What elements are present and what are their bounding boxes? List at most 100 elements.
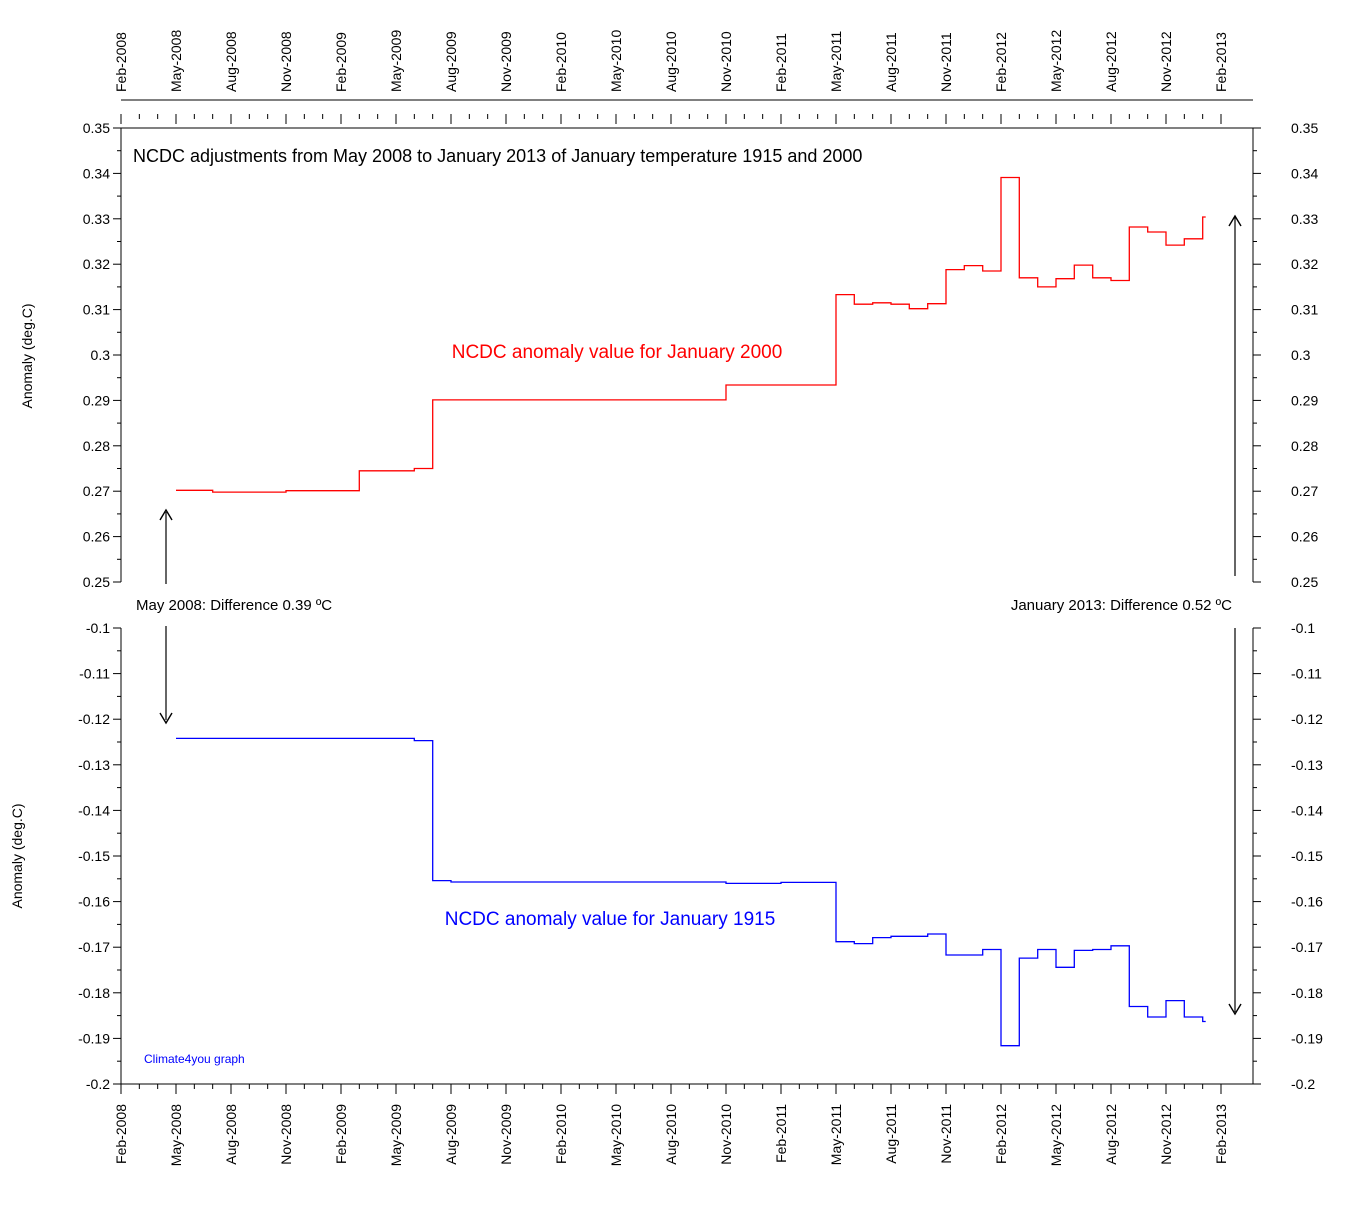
x-tick-label: May-2009 bbox=[388, 30, 404, 92]
x-tick-label: Feb-2011 bbox=[773, 1104, 789, 1163]
y-tick-label-right: 0.34 bbox=[1291, 165, 1318, 181]
y-tick-label-right: -0.18 bbox=[1291, 985, 1323, 1001]
x-tick-label: Nov-2009 bbox=[498, 1104, 514, 1165]
x-tick-label: Nov-2008 bbox=[278, 1104, 294, 1165]
y-tick-label-right: 0.33 bbox=[1291, 211, 1318, 227]
x-tick-label: Nov-2012 bbox=[1158, 1104, 1174, 1165]
y-tick-label-right: 0.3 bbox=[1291, 347, 1311, 363]
y-tick-label-left: 0.33 bbox=[83, 211, 110, 227]
y-tick-label-left: 0.26 bbox=[83, 529, 110, 545]
y-tick-label-left: 0.32 bbox=[83, 256, 110, 272]
x-tick-label: Aug-2008 bbox=[223, 31, 239, 92]
y-tick-label-right: -0.11 bbox=[1291, 666, 1322, 682]
x-tick-label: Feb-2013 bbox=[1213, 1104, 1229, 1164]
x-tick-label: Feb-2012 bbox=[993, 32, 1009, 92]
x-tick-label: Nov-2010 bbox=[718, 31, 734, 92]
y-tick-label-left: -0.15 bbox=[78, 848, 110, 864]
x-tick-label: Feb-2009 bbox=[333, 32, 349, 92]
y-tick-label-left: 0.25 bbox=[83, 574, 110, 590]
y-tick-label-right: 0.31 bbox=[1291, 302, 1318, 318]
chart-title: NCDC adjustments from May 2008 to Januar… bbox=[133, 146, 862, 166]
arrow-left-down-head bbox=[159, 712, 173, 725]
series-label-2000: NCDC anomaly value for January 2000 bbox=[452, 342, 783, 363]
x-tick-label: Feb-2012 bbox=[993, 1104, 1009, 1164]
y-tick-label-right: -0.17 bbox=[1291, 939, 1323, 955]
y-tick-label-right: 0.32 bbox=[1291, 256, 1318, 272]
y-tick-label-right: 0.28 bbox=[1291, 438, 1318, 454]
x-tick-label: Aug-2011 bbox=[883, 1104, 899, 1164]
difference-label-left: May 2008: Difference 0.39 ºC bbox=[136, 597, 332, 614]
y-tick-label-left: -0.18 bbox=[78, 985, 110, 1001]
y-tick-label-left: -0.19 bbox=[78, 1030, 110, 1046]
top-panel: 0.25 0.25 0.26 0.26 0.27 0.27 0.28 0.28 0.29 0.29… bbox=[19, 30, 1318, 590]
top-y-axis: 0.25 0.25 0.26 0.26 0.27 0.27 0.28 0.28 0.29 0.29… bbox=[83, 120, 1319, 590]
x-tick-label: May-2012 bbox=[1048, 30, 1064, 92]
x-tick-label: May-2012 bbox=[1048, 1104, 1064, 1166]
credit-label: Climate4you graph bbox=[144, 1052, 245, 1066]
x-tick-label: May-2008 bbox=[168, 30, 184, 92]
arrow-right-down-head bbox=[1228, 1003, 1242, 1016]
bottom-panel: -0.2 -0.2 -0.19 -0.19 -0.18 -0.18 -0.17 -0.17 -0… bbox=[9, 620, 1323, 1166]
y-tick-label-left: -0.1 bbox=[86, 620, 110, 636]
x-tick-label: Aug-2011 bbox=[883, 32, 899, 92]
x-tick-label: Nov-2011 bbox=[938, 1104, 954, 1164]
y-tick-label-left: 0.27 bbox=[83, 483, 110, 499]
x-tick-label: Nov-2009 bbox=[498, 31, 514, 92]
x-tick-label: Feb-2013 bbox=[1213, 32, 1229, 92]
x-tick-label: Aug-2010 bbox=[663, 1104, 679, 1165]
y-tick-label-right: -0.16 bbox=[1291, 894, 1323, 910]
y-tick-label-left: 0.34 bbox=[83, 165, 110, 181]
y-tick-label-right: 0.35 bbox=[1291, 120, 1318, 136]
x-tick-label: Aug-2009 bbox=[443, 31, 459, 92]
y-tick-label-left: -0.16 bbox=[78, 894, 110, 910]
x-tick-label: May-2010 bbox=[608, 30, 624, 92]
y-tick-label-left: -0.11 bbox=[79, 666, 110, 682]
y-tick-label-right: -0.2 bbox=[1291, 1076, 1315, 1092]
difference-label-right: January 2013: Difference 0.52 ºC bbox=[1011, 597, 1232, 614]
y-tick-label-right: 0.26 bbox=[1291, 529, 1318, 545]
x-tick-label: May-2011 bbox=[828, 1104, 844, 1165]
x-tick-label: Aug-2008 bbox=[223, 1104, 239, 1165]
y-tick-label-left: -0.12 bbox=[78, 711, 110, 727]
y-tick-label-right: 0.29 bbox=[1291, 392, 1318, 408]
x-tick-label: Nov-2012 bbox=[1158, 31, 1174, 92]
y-axis-label-bottom: Anomaly (deg.C) bbox=[9, 803, 25, 908]
x-tick-label: Aug-2009 bbox=[443, 1104, 459, 1165]
series-line-1915 bbox=[176, 737, 1206, 1047]
x-tick-label: Nov-2010 bbox=[718, 1104, 734, 1165]
x-tick-label: Feb-2010 bbox=[553, 1104, 569, 1164]
x-tick-label: Nov-2011 bbox=[938, 32, 954, 92]
y-tick-label-right: 0.27 bbox=[1291, 483, 1318, 499]
x-tick-label: Aug-2012 bbox=[1103, 31, 1119, 92]
y-tick-label-left: -0.14 bbox=[78, 802, 110, 818]
y-tick-label-right: -0.19 bbox=[1291, 1030, 1323, 1046]
x-tick-label: May-2009 bbox=[388, 1104, 404, 1166]
x-tick-label: Feb-2008 bbox=[113, 1104, 129, 1164]
y-tick-label-right: -0.15 bbox=[1291, 848, 1323, 864]
x-tick-label: May-2011 bbox=[828, 31, 844, 92]
y-tick-label-left: 0.29 bbox=[83, 392, 110, 408]
x-tick-label: Feb-2011 bbox=[773, 33, 789, 92]
y-tick-label-right: -0.13 bbox=[1291, 757, 1323, 773]
y-tick-label-right: -0.1 bbox=[1291, 620, 1315, 636]
bottom-y-axis: -0.2 -0.2 -0.19 -0.19 -0.18 -0.18 -0.17 -0.17 -0… bbox=[78, 620, 1323, 1092]
y-tick-label-left: 0.3 bbox=[91, 347, 111, 363]
x-tick-label: May-2008 bbox=[168, 1104, 184, 1166]
x-tick-label: Feb-2008 bbox=[113, 32, 129, 92]
x-tick-label: Feb-2009 bbox=[333, 1104, 349, 1164]
difference-arrows bbox=[159, 214, 1242, 1016]
y-tick-label-left: -0.17 bbox=[78, 939, 110, 955]
bottom-x-axis: Feb-2008 May-2008 Aug-2008 Nov-2008 Feb-2009… bbox=[113, 1084, 1229, 1166]
y-tick-label-left: 0.28 bbox=[83, 438, 110, 454]
x-tick-label: May-2010 bbox=[608, 1104, 624, 1166]
y-axis-label-top: Anomaly (deg.C) bbox=[19, 303, 35, 408]
top-x-axis: Feb-2008 May-2008 Aug-2008 Nov-2008 Feb-2009… bbox=[113, 30, 1253, 124]
y-tick-label-left: -0.2 bbox=[86, 1076, 110, 1092]
y-tick-label-left: -0.13 bbox=[78, 757, 110, 773]
arrow-right-up-head bbox=[1228, 214, 1242, 227]
y-tick-label-left: 0.31 bbox=[83, 302, 110, 318]
y-tick-label-left: 0.35 bbox=[83, 120, 110, 136]
arrow-left-up-head bbox=[159, 508, 173, 521]
